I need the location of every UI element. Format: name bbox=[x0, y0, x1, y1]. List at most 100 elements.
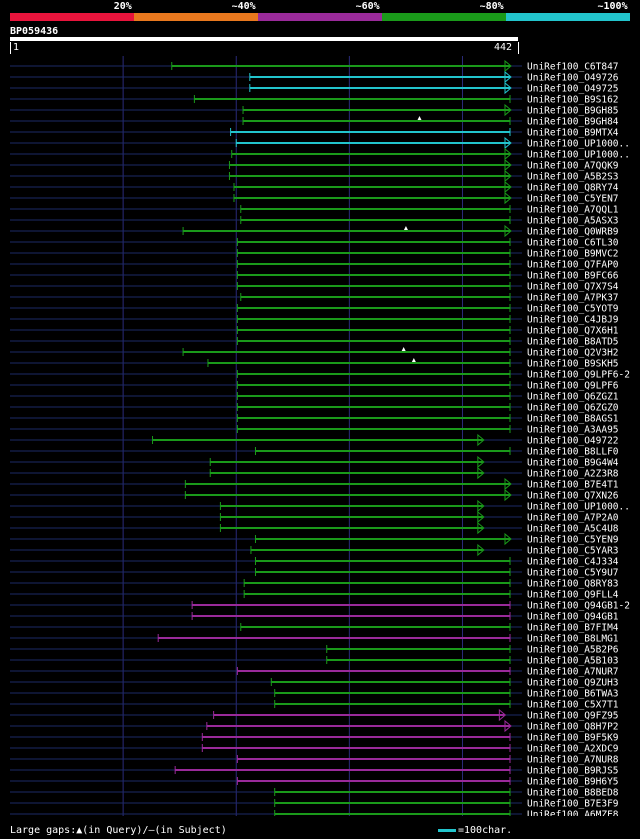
hit-name-label[interactable]: UniRef100_B8LLF0 bbox=[527, 447, 619, 458]
hit-row[interactable]: UniRef100_UP1000.. bbox=[10, 147, 630, 161]
hit-row[interactable]: UniRef100_Q7FAP0 bbox=[10, 260, 619, 271]
hit-row[interactable]: UniRef100_O49722 bbox=[10, 433, 619, 447]
hit-row[interactable]: UniRef100_Q94GB1 bbox=[10, 612, 619, 623]
hit-row[interactable]: UniRef100_A2XDC9 bbox=[10, 744, 619, 755]
hit-name-label[interactable]: UniRef100_Q8H7P2 bbox=[527, 722, 619, 733]
hit-row[interactable]: UniRef100_C5YEN9 bbox=[10, 532, 619, 546]
hit-name-label[interactable]: UniRef100_Q9FZ95 bbox=[527, 711, 619, 722]
hit-row[interactable]: UniRef100_B9S162 bbox=[10, 95, 619, 106]
hit-name-label[interactable]: UniRef100_C5X7T1 bbox=[527, 700, 619, 711]
hit-row[interactable]: UniRef100_Q9FLL4 bbox=[10, 590, 619, 601]
hit-row[interactable]: UniRef100_Q9FZ95 bbox=[10, 708, 619, 722]
hit-row[interactable]: UniRef100_B8BED8 bbox=[10, 788, 619, 799]
hit-name-label[interactable]: UniRef100_B9GH84 bbox=[527, 117, 619, 128]
hit-name-label[interactable]: UniRef100_A5B103 bbox=[527, 656, 619, 667]
hit-row[interactable]: UniRef100_UP1000.. bbox=[10, 499, 630, 513]
hit-row[interactable]: UniRef100_B8AGS1 bbox=[10, 414, 619, 425]
hit-row[interactable]: UniRef100_Q9LPF6-2 bbox=[10, 370, 630, 381]
hit-name-label[interactable]: UniRef100_B9H6Y5 bbox=[527, 777, 619, 788]
hit-name-label[interactable]: UniRef100_C6T847 bbox=[527, 62, 619, 73]
hit-row[interactable]: UniRef100_Q7XN26 bbox=[10, 488, 619, 502]
hit-name-label[interactable]: UniRef100_Q2V3H2 bbox=[527, 348, 619, 359]
hit-row[interactable]: UniRef100_Q2V3H2 bbox=[10, 347, 619, 359]
hit-row[interactable]: UniRef100_B9GH85 bbox=[10, 103, 619, 117]
hit-name-label[interactable]: UniRef100_Q94GB1-2 bbox=[527, 601, 630, 612]
hit-name-label[interactable]: UniRef100_B9SKH5 bbox=[527, 359, 619, 370]
hit-row[interactable]: UniRef100_B9MTX4 bbox=[10, 128, 619, 139]
hit-name-label[interactable]: UniRef100_A5ASX3 bbox=[527, 216, 619, 227]
hit-row[interactable]: UniRef100_A7NUR8 bbox=[10, 755, 619, 766]
hit-name-label[interactable]: UniRef100_B8AGS1 bbox=[527, 414, 619, 425]
hit-name-label[interactable]: UniRef100_B9RJS5 bbox=[527, 766, 619, 777]
hit-row[interactable]: UniRef100_Q6ZGZ1 bbox=[10, 392, 619, 403]
hit-name-label[interactable]: UniRef100_Q7X6H1 bbox=[527, 326, 619, 337]
hit-row[interactable]: UniRef100_A5C4U8 bbox=[10, 521, 619, 535]
hit-name-label[interactable]: UniRef100_C5YEN9 bbox=[527, 535, 619, 546]
hit-row[interactable]: UniRef100_A5ASX3 bbox=[10, 216, 619, 227]
hit-name-label[interactable]: UniRef100_B7E3F9 bbox=[527, 799, 619, 810]
hit-row[interactable]: UniRef100_B7E3F9 bbox=[10, 799, 619, 810]
hit-name-label[interactable]: UniRef100_UP1000.. bbox=[527, 150, 630, 161]
hit-name-label[interactable]: UniRef100_B9F5K9 bbox=[527, 733, 619, 744]
hit-name-label[interactable]: UniRef100_Q94GB1 bbox=[527, 612, 619, 623]
hit-name-label[interactable]: UniRef100_B8LMG1 bbox=[527, 634, 619, 645]
hit-row[interactable]: UniRef100_UP1000.. bbox=[10, 136, 630, 150]
hit-row[interactable]: UniRef100_B8LLF0 bbox=[10, 447, 619, 458]
hit-row[interactable]: UniRef100_B6TWA3 bbox=[10, 689, 619, 700]
hit-row[interactable]: UniRef100_Q8RY74 bbox=[10, 180, 619, 194]
hit-row[interactable]: UniRef100_A7QQL1 bbox=[10, 205, 619, 216]
hit-row[interactable]: UniRef100_C5YEN7 bbox=[10, 191, 619, 205]
hit-row[interactable]: UniRef100_A5B103 bbox=[10, 656, 619, 667]
hit-name-label[interactable]: UniRef100_A2Z3R8 bbox=[527, 469, 619, 480]
hit-name-label[interactable]: UniRef100_C6TL30 bbox=[527, 238, 619, 249]
hit-name-label[interactable]: UniRef100_Q7X7S4 bbox=[527, 282, 619, 293]
hit-name-label[interactable]: UniRef100_O49726 bbox=[527, 73, 619, 84]
hit-row[interactable]: UniRef100_B9SKH5 bbox=[10, 358, 619, 370]
hit-row[interactable]: UniRef100_C6T847 bbox=[10, 59, 619, 73]
hit-name-label[interactable]: UniRef100_Q6ZGZ0 bbox=[527, 403, 619, 414]
hit-row[interactable]: UniRef100_Q7X6H1 bbox=[10, 326, 619, 337]
hit-name-label[interactable]: UniRef100_C4J334 bbox=[527, 557, 619, 568]
hit-name-label[interactable]: UniRef100_Q7XN26 bbox=[527, 491, 619, 502]
hit-name-label[interactable]: UniRef100_A6MZE8 bbox=[527, 810, 619, 817]
hit-row[interactable]: UniRef100_B9GH84 bbox=[10, 116, 619, 128]
hit-name-label[interactable]: UniRef100_O49722 bbox=[527, 436, 619, 447]
hit-name-label[interactable]: UniRef100_A7QQK9 bbox=[527, 161, 619, 172]
hit-row[interactable]: UniRef100_O49725 bbox=[10, 81, 619, 95]
hit-row[interactable]: UniRef100_C5X7T1 bbox=[10, 700, 619, 711]
hit-row[interactable]: UniRef100_A7PK37 bbox=[10, 293, 619, 304]
hit-name-label[interactable]: UniRef100_B7FIM4 bbox=[527, 623, 619, 634]
hit-name-label[interactable]: UniRef100_Q6ZGZ1 bbox=[527, 392, 619, 403]
hit-name-label[interactable]: UniRef100_C5Y9U7 bbox=[527, 568, 619, 579]
hit-row[interactable]: UniRef100_B8ATD5 bbox=[10, 337, 619, 348]
hit-name-label[interactable]: UniRef100_C5YEN7 bbox=[527, 194, 619, 205]
hit-name-label[interactable]: UniRef100_B9G4W4 bbox=[527, 458, 619, 469]
hit-name-label[interactable]: UniRef100_A2XDC9 bbox=[527, 744, 619, 755]
hit-row[interactable]: UniRef100_B9H6Y5 bbox=[10, 777, 619, 788]
hit-name-label[interactable]: UniRef100_B9S162 bbox=[527, 95, 619, 106]
hit-name-label[interactable]: UniRef100_UP1000.. bbox=[527, 139, 630, 150]
hit-name-label[interactable]: UniRef100_Q9ZUH3 bbox=[527, 678, 619, 689]
hit-row[interactable]: UniRef100_Q8RY83 bbox=[10, 579, 619, 590]
hit-row[interactable]: UniRef100_C5YAR3 bbox=[10, 543, 619, 557]
hit-name-label[interactable]: UniRef100_B9GH85 bbox=[527, 106, 619, 117]
hit-row[interactable]: UniRef100_C5Y9U7 bbox=[10, 568, 619, 579]
hit-row[interactable]: UniRef100_Q8H7P2 bbox=[10, 719, 619, 733]
hit-name-label[interactable]: UniRef100_A7P2A0 bbox=[527, 513, 619, 524]
hit-row[interactable]: UniRef100_C4JBJ9 bbox=[10, 315, 619, 326]
hit-row[interactable]: UniRef100_B7E4T1 bbox=[10, 477, 619, 491]
hit-row[interactable]: UniRef100_C5YOT9 bbox=[10, 304, 619, 315]
hit-row[interactable]: UniRef100_B9G4W4 bbox=[10, 455, 619, 469]
hit-row[interactable]: UniRef100_Q9LPF6 bbox=[10, 381, 619, 392]
hit-row[interactable]: UniRef100_O49726 bbox=[10, 70, 619, 84]
hit-row[interactable]: UniRef100_B9RJS5 bbox=[10, 766, 619, 777]
hit-name-label[interactable]: UniRef100_A7QQL1 bbox=[527, 205, 619, 216]
hit-row[interactable]: UniRef100_C4J334 bbox=[10, 557, 619, 568]
hit-row[interactable]: UniRef100_Q0WRB9 bbox=[10, 224, 619, 238]
hit-row[interactable]: UniRef100_B9F5K9 bbox=[10, 733, 619, 744]
hit-row[interactable]: UniRef100_B9FC66 bbox=[10, 271, 619, 282]
hit-row[interactable]: UniRef100_A5B2P6 bbox=[10, 645, 619, 656]
hit-name-label[interactable]: UniRef100_C5YOT9 bbox=[527, 304, 619, 315]
hit-name-label[interactable]: UniRef100_Q8RY74 bbox=[527, 183, 619, 194]
hit-row[interactable]: UniRef100_C6TL30 bbox=[10, 238, 619, 249]
